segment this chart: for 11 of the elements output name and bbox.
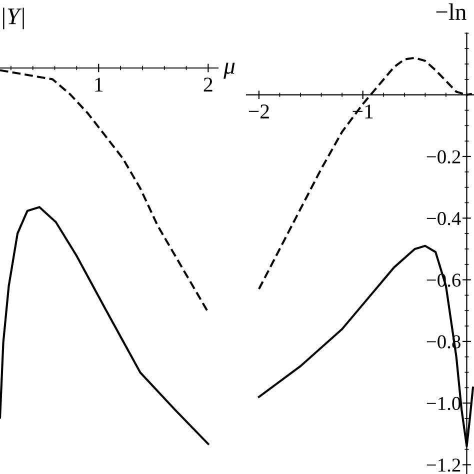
x-tick-label: −2 [248, 104, 269, 118]
x-tick-label: 1 [95, 78, 103, 92]
x-axis-title: μ [224, 62, 235, 79]
y-tick-label: −0.4 [426, 212, 461, 226]
y-tick-label: −1.2 [426, 458, 460, 472]
x-tick-label: 2 [204, 78, 212, 92]
y-axis-title: |Y| [3, 8, 24, 30]
y-axis-title: −ln [436, 3, 466, 20]
x-tick-label: −1 [352, 104, 373, 118]
y-tick-label: −1.0 [426, 396, 460, 410]
y-tick-label: −0.2 [426, 150, 460, 164]
